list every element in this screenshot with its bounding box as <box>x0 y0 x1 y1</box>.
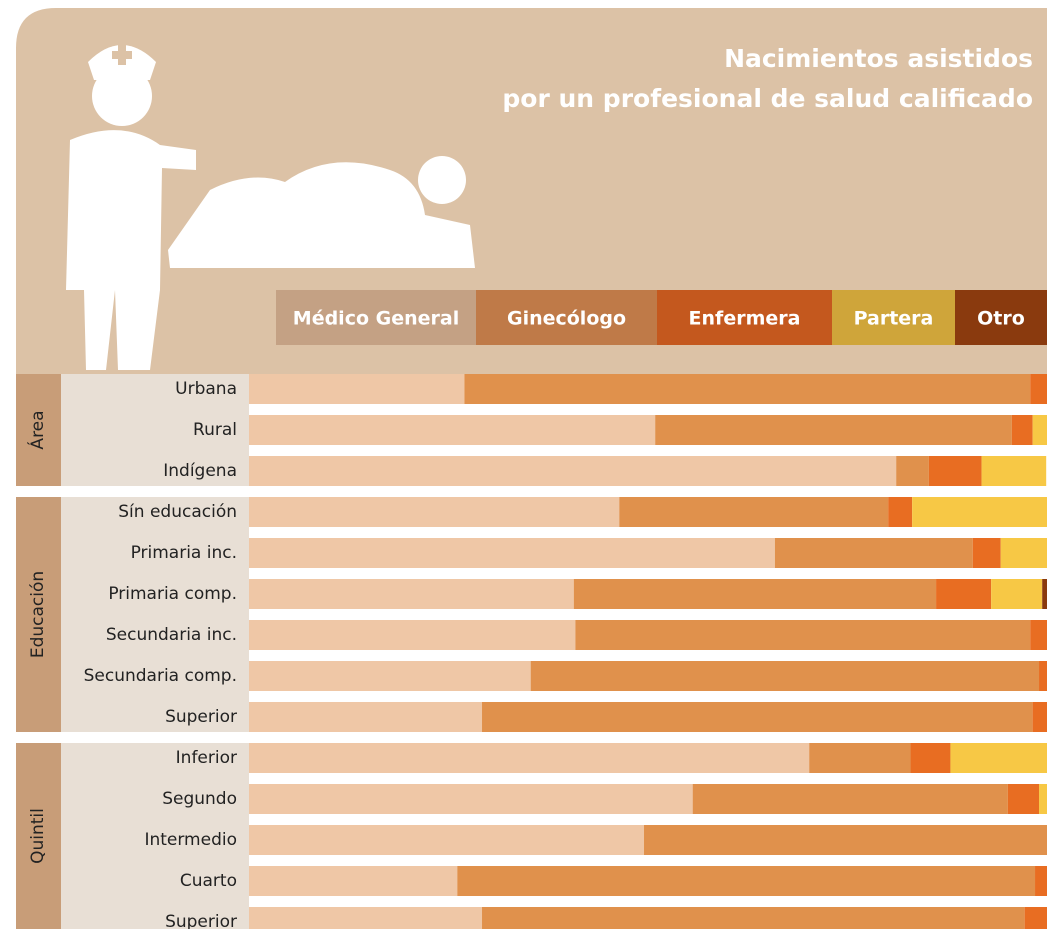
category-label: Superior <box>165 912 237 929</box>
bar-segment <box>1039 784 1047 814</box>
legend-label: Partera <box>854 308 934 330</box>
bar-segment <box>249 497 619 527</box>
bar-segment <box>1001 538 1047 568</box>
category-label: Intermedio <box>144 830 237 850</box>
bar-segment <box>619 497 888 527</box>
bar-segment <box>1030 374 1047 404</box>
bar-segment <box>1012 415 1033 445</box>
group-label: Quintil <box>28 808 48 864</box>
category-band <box>61 497 249 732</box>
bar-segment <box>249 784 693 814</box>
category-label: Primaria comp. <box>108 584 237 604</box>
bar-segment <box>655 415 1012 445</box>
bar-segment <box>249 907 482 929</box>
bar-segment <box>888 497 912 527</box>
category-label: Cuarto <box>180 871 237 891</box>
category-label: Sín educación <box>118 502 237 522</box>
category-label: Inferior <box>176 748 237 768</box>
bar-segment <box>896 456 929 486</box>
bar-segment <box>693 784 1008 814</box>
group-label: Área <box>26 410 48 449</box>
bar-segment <box>991 579 1042 609</box>
bar-segment <box>249 538 775 568</box>
legend-label: Otro <box>977 308 1025 330</box>
bar-segment <box>249 743 809 773</box>
bar-segment <box>249 579 574 609</box>
bar-segment <box>1033 702 1047 732</box>
bar-segment <box>249 415 655 445</box>
legend-label: Enfermera <box>689 308 801 330</box>
bar-segment <box>249 702 482 732</box>
bar-segment <box>809 743 910 773</box>
cross <box>112 51 132 59</box>
category-label: Segundo <box>162 789 237 809</box>
bar-segment <box>1035 866 1047 896</box>
bar-segment <box>644 825 1047 855</box>
bar-segment <box>249 456 896 486</box>
category-label: Indígena <box>163 461 237 481</box>
bar-segment <box>531 661 1039 691</box>
bar-segment <box>1039 661 1047 691</box>
legend-label: Ginecólogo <box>507 308 626 330</box>
bar-segment <box>911 743 951 773</box>
bar-segment <box>1042 579 1047 609</box>
chart: Nacimientos asistidos por un profesional… <box>0 0 1047 929</box>
bar-segment <box>249 825 644 855</box>
group-label: Educación <box>28 571 48 658</box>
legend-label: Médico General <box>293 308 459 330</box>
bar-segment <box>1033 415 1047 445</box>
chart-title: por un profesional de salud calificado <box>502 84 1033 113</box>
chart-title: Nacimientos asistidos <box>724 44 1033 73</box>
category-label: Superior <box>165 707 237 727</box>
bar-segment <box>249 661 531 691</box>
category-label: Primaria inc. <box>131 543 237 563</box>
bar-segment <box>482 702 1033 732</box>
bar-segment <box>482 907 1025 929</box>
category-label: Urbana <box>175 379 237 399</box>
bar-segment <box>982 456 1047 486</box>
bar-segment <box>973 538 1001 568</box>
bar-segment <box>574 579 936 609</box>
bar-segment <box>950 743 1047 773</box>
bar-segment <box>929 456 982 486</box>
bar-segment <box>936 579 991 609</box>
bar-segment <box>249 620 575 650</box>
category-label: Secundaria inc. <box>106 625 237 645</box>
bar-segment <box>464 374 1030 404</box>
bar-segment <box>1008 784 1039 814</box>
bar-segment <box>912 497 1047 527</box>
category-label: Rural <box>193 420 237 440</box>
category-label: Secundaria comp. <box>84 666 237 686</box>
bar-segment <box>1025 907 1047 929</box>
bar-segment <box>249 866 457 896</box>
bar-segment <box>457 866 1035 896</box>
bar-segment <box>575 620 1030 650</box>
bar-segment <box>249 374 464 404</box>
bar-segment <box>1030 620 1047 650</box>
bar-segment <box>775 538 973 568</box>
